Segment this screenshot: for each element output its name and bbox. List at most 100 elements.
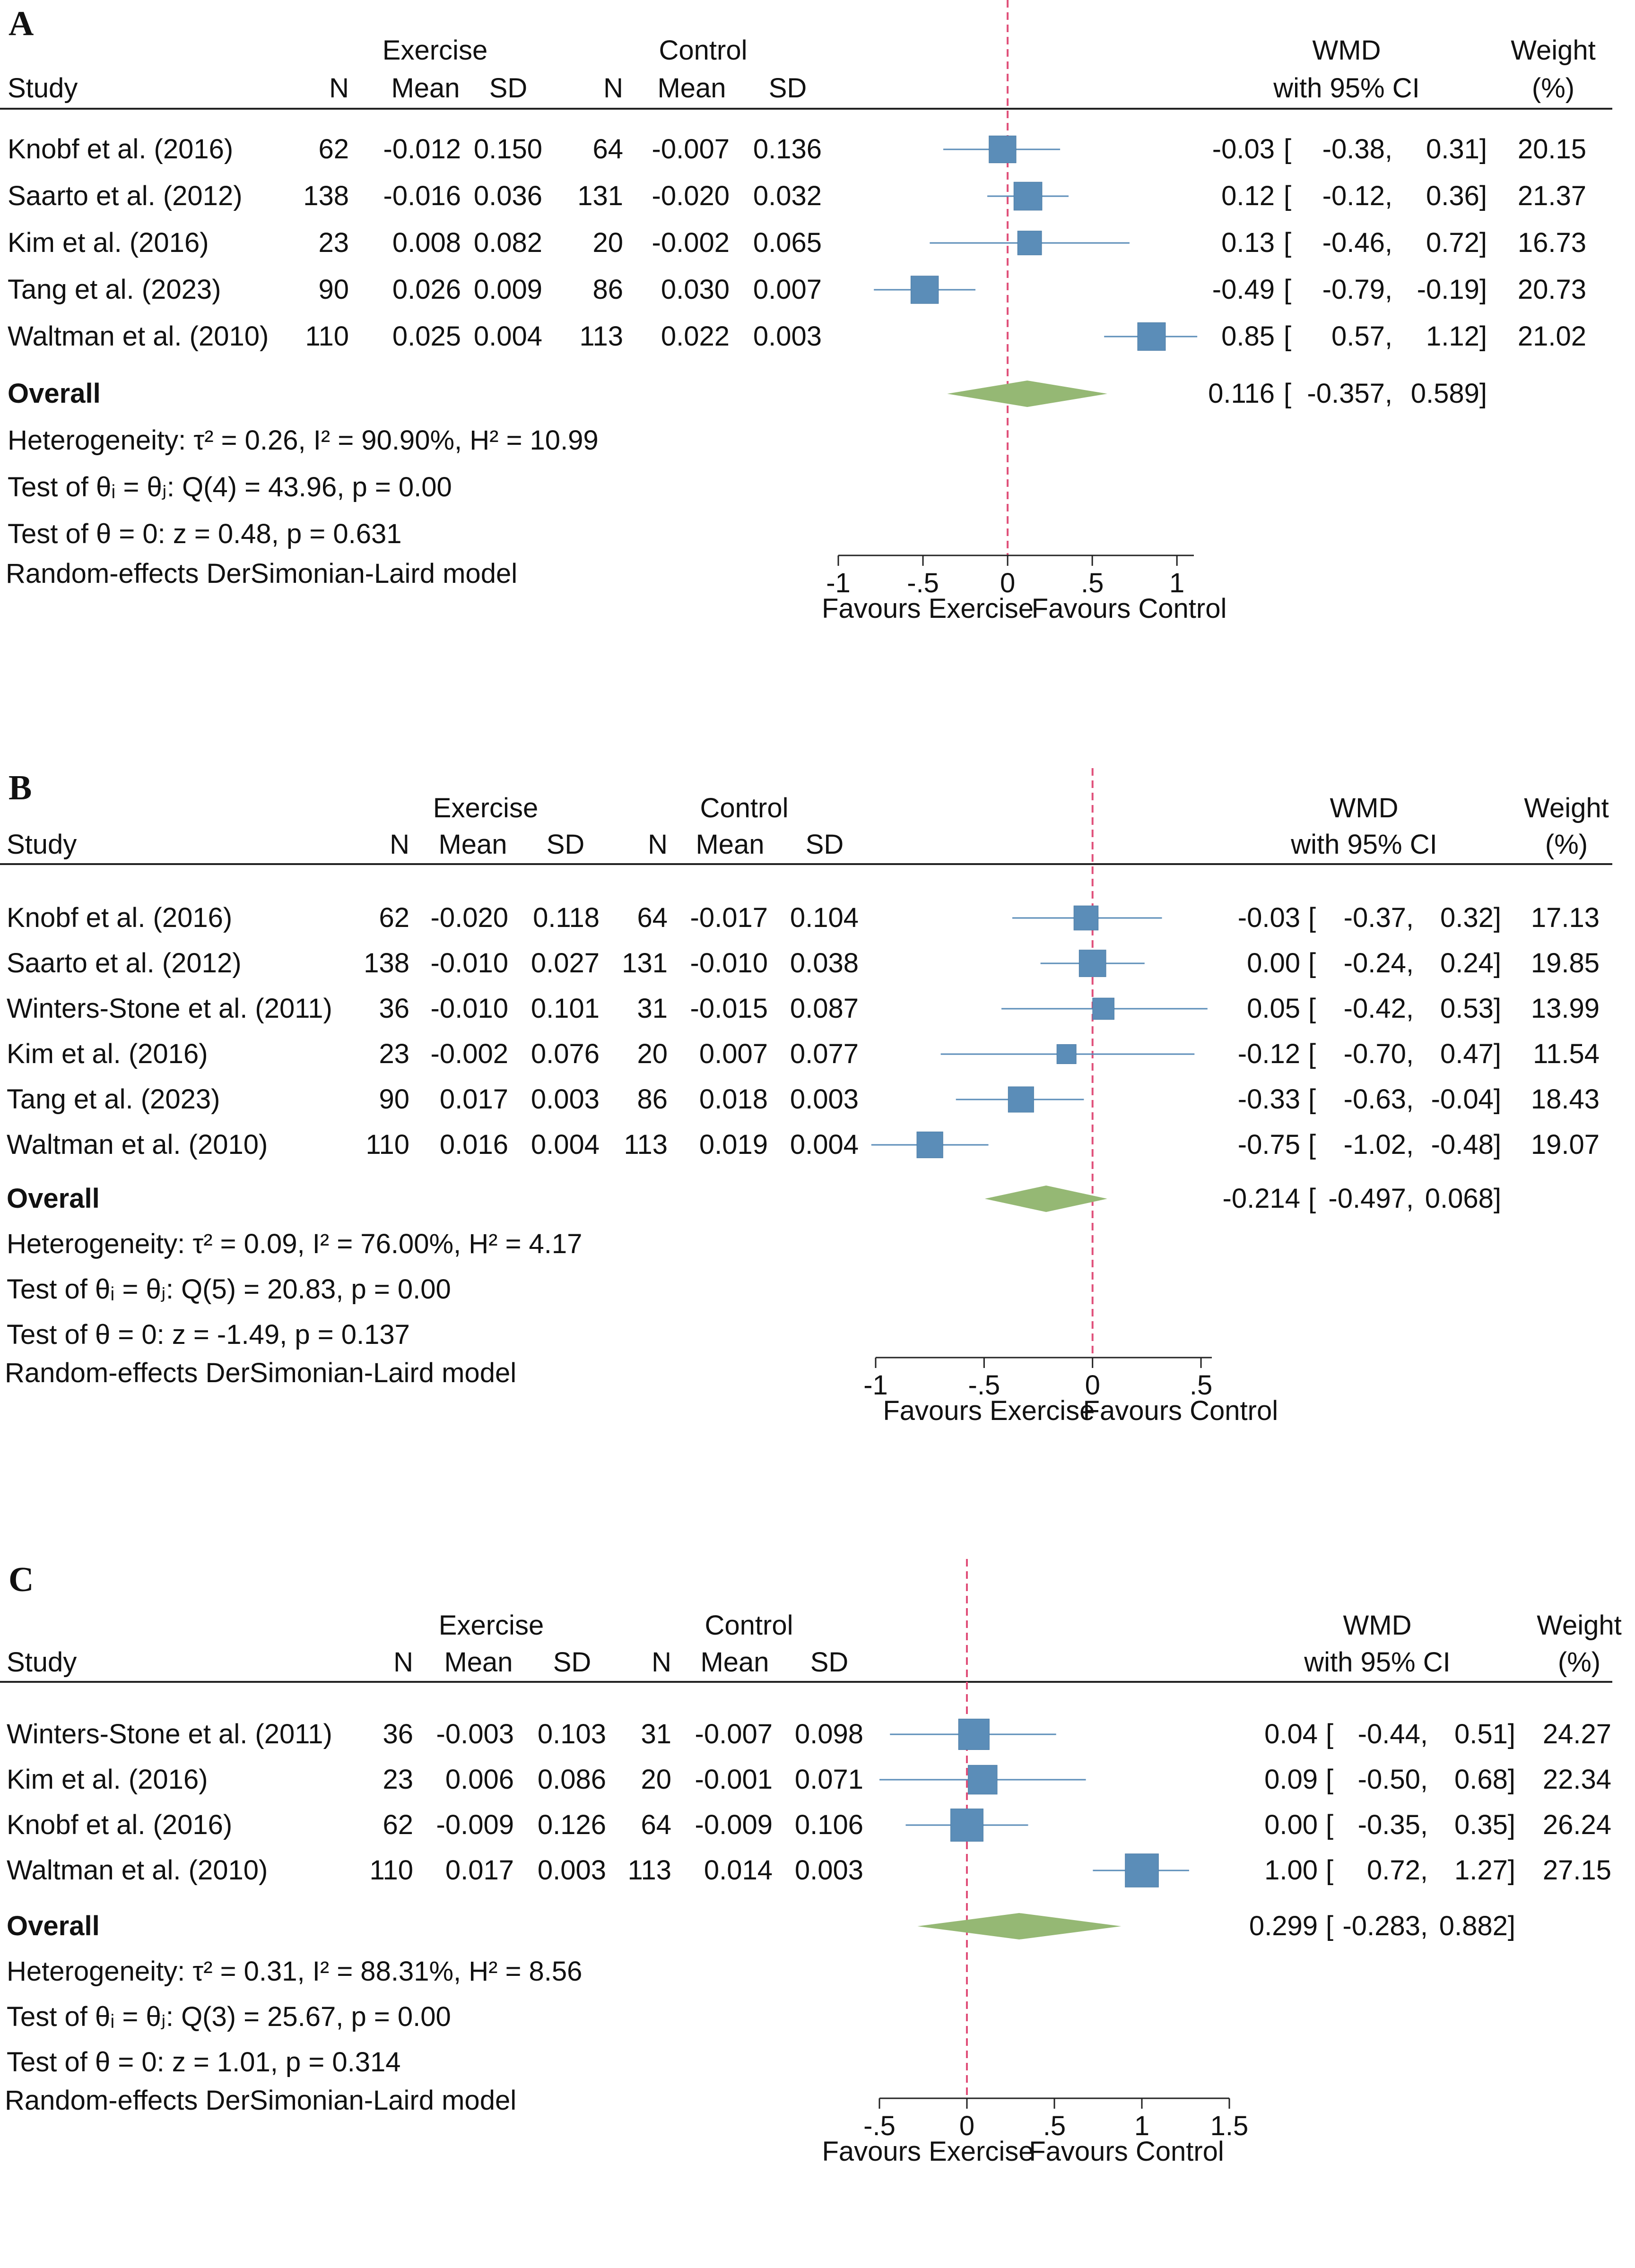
weight-value: 21.02 bbox=[1517, 321, 1586, 352]
control-n: 113 bbox=[579, 321, 623, 352]
exercise-mean: -0.010 bbox=[430, 993, 508, 1024]
exercise-sd: 0.150 bbox=[473, 134, 542, 164]
exercise-mean: -0.003 bbox=[436, 1719, 514, 1749]
header-ci: with 95% CI bbox=[1273, 73, 1420, 104]
control-mean: 0.019 bbox=[699, 1129, 768, 1160]
control-sd: 0.136 bbox=[753, 134, 822, 164]
study-name: Tang et al. (2023) bbox=[8, 274, 221, 305]
study-marker bbox=[968, 1765, 998, 1795]
x-tick-label: 1.5 bbox=[1210, 2111, 1249, 2141]
control-sd: 0.071 bbox=[794, 1764, 863, 1795]
exercise-sd: 0.004 bbox=[531, 1129, 600, 1160]
header-wmd: WMD bbox=[1343, 1610, 1412, 1641]
study-marker bbox=[916, 1131, 943, 1159]
forest-panel-a: A Exercise Control WMD Weight Study N Mean SD N Me… bbox=[0, 0, 1635, 709]
ci-lower: -0.70, bbox=[1343, 1039, 1414, 1069]
control-sd: 0.077 bbox=[790, 1039, 859, 1069]
ci-lower: -0.50, bbox=[1357, 1764, 1428, 1795]
control-n: 20 bbox=[637, 1039, 668, 1069]
header-exercise-sd: SD bbox=[489, 73, 528, 104]
heterogeneity-text: Heterogeneity: τ² = 0.31, I² = 88.31%, H… bbox=[7, 1956, 583, 1987]
panel-label: A bbox=[9, 4, 34, 43]
wmd-value: 0.13 bbox=[1221, 227, 1275, 258]
control-mean: -0.002 bbox=[652, 227, 730, 258]
exercise-mean: -0.002 bbox=[430, 1039, 508, 1069]
exercise-sd: 0.103 bbox=[537, 1719, 606, 1749]
exercise-mean: 0.017 bbox=[439, 1084, 508, 1115]
control-mean: 0.022 bbox=[661, 321, 730, 352]
ci-upper: -0.04] bbox=[1431, 1084, 1501, 1115]
x-tick-label: -.5 bbox=[907, 568, 939, 598]
ci-bracket: [ bbox=[1284, 321, 1292, 352]
wmd-value: 0.85 bbox=[1221, 321, 1275, 352]
overall-label: Overall bbox=[7, 1183, 100, 1214]
study-marker bbox=[1092, 997, 1114, 1020]
exercise-mean: -0.012 bbox=[383, 134, 461, 164]
study-marker bbox=[958, 1718, 990, 1750]
exercise-n: 90 bbox=[379, 1084, 409, 1115]
header-control: Control bbox=[704, 1610, 793, 1641]
ci-upper: 0.68] bbox=[1454, 1764, 1515, 1795]
control-n: 31 bbox=[641, 1719, 671, 1749]
header-exercise-mean: Mean bbox=[444, 1647, 513, 1678]
ci-bracket: [ bbox=[1284, 378, 1292, 409]
control-sd: 0.098 bbox=[794, 1719, 863, 1749]
header-control: Control bbox=[700, 793, 789, 823]
exercise-sd: 0.126 bbox=[537, 1809, 606, 1840]
favours-exercise-label: Favours Exercise bbox=[822, 593, 1034, 624]
header-control-sd: SD bbox=[805, 829, 844, 860]
exercise-n: 138 bbox=[303, 181, 349, 211]
wmd-value: -0.49 bbox=[1212, 274, 1275, 305]
exercise-n: 36 bbox=[383, 1719, 413, 1749]
header-rule bbox=[0, 863, 1612, 865]
control-n: 64 bbox=[641, 1809, 671, 1840]
exercise-n: 62 bbox=[379, 902, 409, 933]
overall-ci-lower: -0.283, bbox=[1342, 1911, 1428, 1941]
header-control-n: N bbox=[603, 73, 623, 104]
exercise-n: 36 bbox=[379, 993, 409, 1024]
ci-bracket: [ bbox=[1326, 1911, 1334, 1941]
ci-bracket: [ bbox=[1326, 1764, 1334, 1795]
header-rule bbox=[0, 108, 1612, 110]
control-sd: 0.104 bbox=[790, 902, 859, 933]
ci-lower: -0.63, bbox=[1343, 1084, 1414, 1115]
header-exercise-mean: Mean bbox=[438, 829, 507, 860]
exercise-n: 110 bbox=[365, 1129, 409, 1160]
control-n: 31 bbox=[637, 993, 668, 1024]
wmd-value: -0.33 bbox=[1237, 1084, 1300, 1115]
ci-bracket: [ bbox=[1308, 1084, 1316, 1115]
header-weight: Weight bbox=[1537, 1610, 1622, 1641]
exercise-sd: 0.003 bbox=[531, 1084, 600, 1115]
control-n: 64 bbox=[592, 134, 623, 164]
q-test-text: Test of θᵢ = θⱼ: Q(5) = 20.83, p = 0.00 bbox=[7, 1274, 451, 1305]
overall-label: Overall bbox=[8, 378, 101, 409]
ci-upper: 0.53] bbox=[1440, 993, 1501, 1024]
ci-lower: -0.79, bbox=[1322, 274, 1392, 305]
wmd-value: 0.12 bbox=[1221, 181, 1275, 211]
exercise-mean: 0.025 bbox=[392, 321, 461, 352]
study-marker bbox=[1008, 1086, 1034, 1113]
study-name: Winters-Stone et al. (2011) bbox=[7, 1719, 332, 1749]
header-exercise: Exercise bbox=[382, 35, 488, 66]
study-name: Kim et al. (2016) bbox=[8, 227, 209, 258]
control-sd: 0.003 bbox=[794, 1855, 863, 1886]
control-n: 20 bbox=[592, 227, 623, 258]
overall-diamond bbox=[984, 1186, 1107, 1212]
control-mean: -0.017 bbox=[690, 902, 768, 933]
exercise-mean: -0.016 bbox=[383, 181, 461, 211]
header-rule bbox=[0, 1681, 1612, 1683]
header-exercise-n: N bbox=[329, 73, 349, 104]
control-n: 113 bbox=[624, 1129, 668, 1160]
weight-value: 11.54 bbox=[1533, 1039, 1600, 1069]
wmd-value: 0.04 bbox=[1264, 1719, 1318, 1749]
overall-label: Overall bbox=[7, 1911, 100, 1941]
ci-bracket: [ bbox=[1308, 1129, 1316, 1160]
control-n: 20 bbox=[641, 1764, 671, 1795]
control-mean: 0.018 bbox=[699, 1084, 768, 1115]
control-mean: -0.001 bbox=[695, 1764, 773, 1795]
exercise-mean: 0.006 bbox=[445, 1764, 514, 1795]
weight-value: 20.15 bbox=[1517, 134, 1586, 164]
ci-upper: -0.48] bbox=[1431, 1129, 1501, 1160]
ci-bracket: [ bbox=[1308, 1039, 1316, 1069]
exercise-sd: 0.027 bbox=[531, 948, 600, 978]
